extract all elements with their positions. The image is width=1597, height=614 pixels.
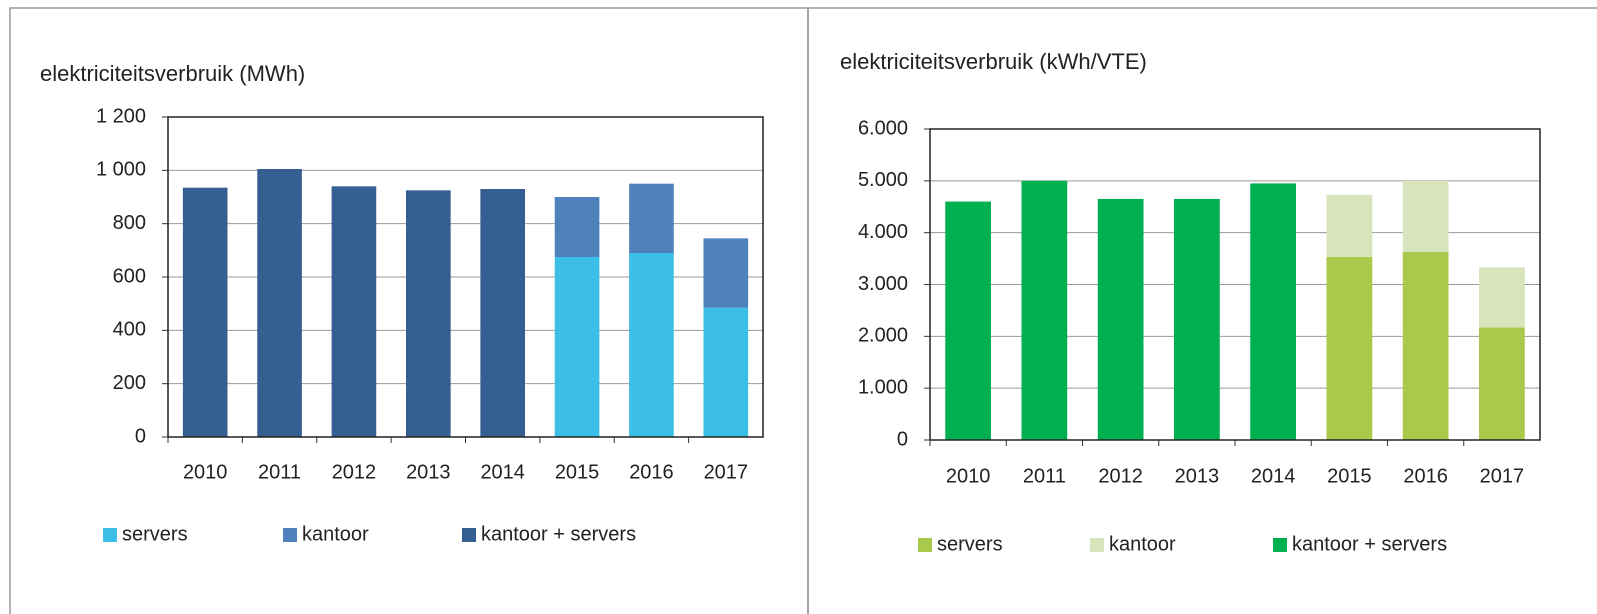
bar (1479, 327, 1525, 440)
legend-swatch (462, 528, 476, 542)
bar (554, 197, 600, 257)
y-tick-label: 6.000 (858, 117, 908, 139)
legend-label: kantoor + servers (481, 523, 636, 545)
bar (257, 169, 302, 437)
x-tick-label: 2017 (704, 461, 749, 483)
x-tick-label: 2012 (1098, 465, 1143, 487)
legend-label: servers (122, 523, 188, 545)
legend-swatch (283, 528, 297, 542)
y-tick-label: 1.000 (858, 376, 908, 398)
chart-title: elektriciteitsverbruik (MWh) (40, 61, 305, 86)
bar (1021, 180, 1068, 441)
bar (406, 190, 451, 437)
y-tick-label: 5.000 (858, 169, 908, 191)
y-tick-label: 800 (113, 212, 146, 234)
x-tick-label: 2011 (1023, 465, 1066, 487)
y-tick-label: 1 000 (96, 159, 146, 181)
x-tick-label: 2014 (1251, 465, 1296, 487)
x-tick-label: 2013 (1175, 465, 1220, 487)
bar (703, 307, 749, 437)
bar (554, 257, 600, 437)
bar (1250, 183, 1296, 441)
x-tick-label: 2014 (480, 461, 525, 483)
chart-title: elektriciteitsverbruik (kWh/VTE) (840, 49, 1147, 74)
bar (1402, 251, 1449, 440)
legend-swatch (918, 538, 932, 552)
bar (182, 187, 228, 437)
y-tick-label: 600 (113, 265, 146, 287)
y-tick-label: 2.000 (858, 325, 908, 347)
y-tick-label: 1 200 (96, 105, 146, 127)
bar (1174, 198, 1220, 440)
x-tick-label: 2017 (1480, 465, 1525, 487)
bar (331, 186, 377, 437)
y-tick-label: 0 (135, 425, 146, 447)
y-tick-label: 0 (897, 428, 908, 450)
x-tick-label: 2016 (629, 461, 674, 483)
legend-swatch (1273, 538, 1287, 552)
x-tick-label: 2010 (946, 465, 991, 487)
y-tick-label: 200 (113, 372, 146, 394)
panel-border (807, 7, 1597, 614)
plot-border (929, 128, 1541, 441)
bar (629, 253, 674, 437)
bar (1479, 267, 1525, 328)
legend-label: kantoor + servers (1292, 533, 1447, 555)
x-tick-label: 2015 (555, 461, 600, 483)
legend-label: servers (937, 533, 1003, 555)
legend-swatch (103, 528, 117, 542)
x-tick-label: 2013 (406, 461, 451, 483)
bar (1326, 257, 1373, 440)
plot-border (167, 116, 764, 438)
x-tick-label: 2012 (332, 461, 377, 483)
x-tick-label: 2015 (1327, 465, 1372, 487)
y-tick-label: 4.000 (858, 221, 908, 243)
bar (1097, 198, 1144, 440)
x-tick-label: 2010 (183, 461, 228, 483)
y-tick-label: 400 (113, 319, 146, 341)
legend-label: kantoor (302, 523, 369, 545)
y-tick-label: 3.000 (858, 273, 908, 295)
bar (945, 201, 991, 440)
bar (1326, 194, 1373, 258)
x-tick-label: 2011 (258, 461, 301, 483)
bar (703, 238, 749, 308)
legend-label: kantoor (1109, 533, 1176, 555)
x-tick-label: 2016 (1403, 465, 1448, 487)
bar (1402, 180, 1449, 252)
bar (480, 189, 525, 437)
legend-swatch (1090, 538, 1104, 552)
bar (629, 183, 674, 253)
